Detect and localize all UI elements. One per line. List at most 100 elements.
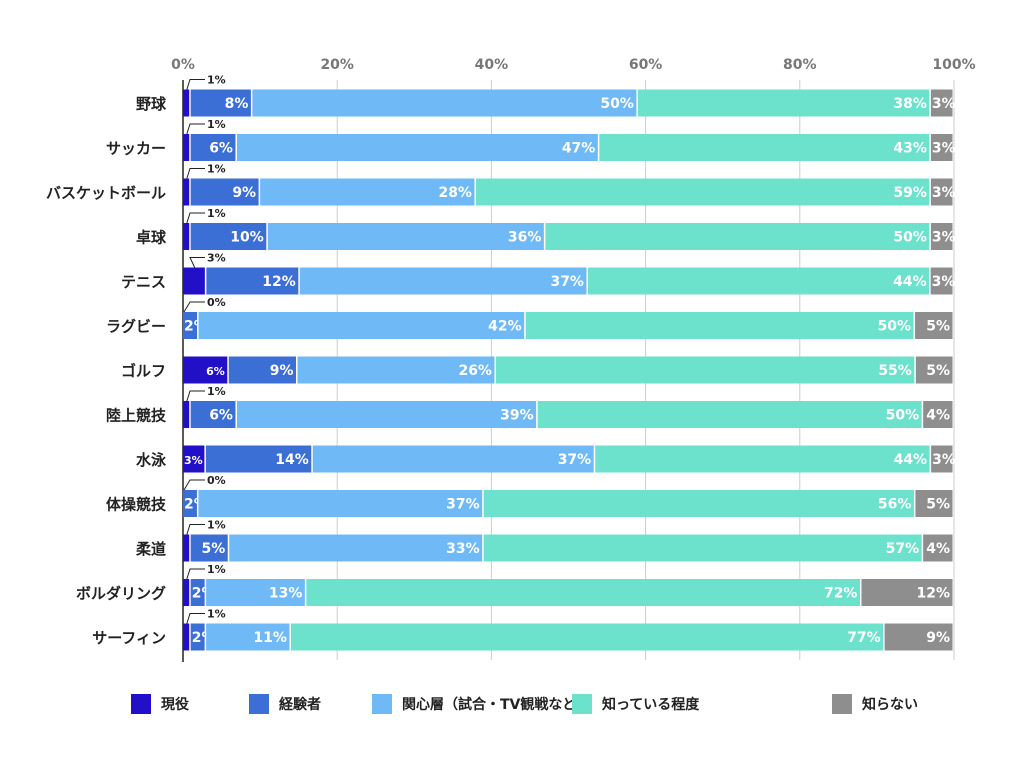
data-label: 3% — [932, 96, 956, 112]
data-label: 37% — [558, 452, 592, 468]
bar-segment — [537, 401, 922, 428]
category-label: 卓球 — [136, 229, 167, 247]
bar-segment — [198, 312, 525, 339]
legend-label: 知っている程度 — [602, 697, 700, 713]
bar-segment — [599, 134, 930, 161]
data-label: 3% — [932, 452, 956, 468]
category-label: 体操競技 — [106, 496, 167, 514]
bar-segment — [930, 134, 953, 161]
bar-segment — [483, 534, 922, 562]
bar-segment — [190, 134, 236, 161]
bar-segment — [190, 579, 205, 606]
data-label: 14% — [275, 452, 309, 468]
bar-segment — [525, 312, 914, 339]
category-label: ゴルフ — [121, 362, 166, 380]
data-label: 59% — [893, 185, 927, 201]
legend-swatch — [372, 694, 392, 714]
data-label: 10% — [230, 230, 264, 246]
category-label: 陸上競技 — [106, 407, 167, 425]
data-label: 50% — [893, 230, 927, 246]
data-label: 26% — [458, 363, 492, 379]
bar-segment — [236, 401, 537, 428]
bar-segment — [236, 134, 598, 161]
data-label: 9% — [270, 363, 294, 379]
data-label: 39% — [500, 408, 534, 424]
callout-line — [186, 613, 205, 624]
bar-segment — [923, 534, 953, 562]
data-label: 5% — [926, 319, 950, 335]
data-label: 3% — [932, 141, 956, 157]
bar-segment — [190, 401, 236, 428]
data-label: 44% — [894, 452, 928, 468]
data-label: 33% — [446, 541, 480, 557]
legend-item: 関心層（試合・TV観戦など） — [372, 694, 590, 714]
bar-segment — [299, 267, 587, 295]
bar-segment — [183, 534, 190, 562]
bar-segment — [183, 178, 190, 206]
bar-segment — [930, 89, 953, 117]
bar-segment — [183, 89, 190, 117]
legend-label: 知らない — [862, 697, 918, 713]
bar-segment — [915, 356, 953, 384]
bar-segment — [495, 356, 915, 384]
bar-segment — [637, 89, 930, 117]
legend-swatch — [249, 694, 269, 714]
bar-segment — [884, 623, 953, 651]
data-label: 57% — [886, 541, 920, 557]
bar-segment — [312, 445, 594, 473]
category-label: テニス — [121, 273, 166, 291]
bar-segment — [587, 267, 930, 295]
data-label: 47% — [562, 141, 596, 157]
data-label: 6% — [209, 141, 233, 157]
callout-line — [189, 257, 205, 268]
data-label: 1% — [207, 74, 226, 87]
category-label: バスケットボール — [46, 184, 166, 202]
data-label: 38% — [893, 96, 927, 112]
bar-segment — [190, 178, 259, 206]
bar-segment — [483, 490, 914, 517]
legend-label: 関心層（試合・TV観戦など） — [402, 697, 591, 713]
category-label: 水泳 — [136, 451, 167, 469]
bar-segment — [545, 223, 930, 250]
bar-segment — [930, 223, 953, 250]
bar-segment — [205, 445, 312, 473]
legend-item: 経験者 — [249, 694, 321, 714]
data-label: 28% — [438, 185, 472, 201]
category-label: サッカー — [106, 140, 166, 158]
callout-line — [186, 390, 205, 402]
category-label: 野球 — [136, 95, 167, 113]
data-label: 5% — [926, 363, 950, 379]
legend-label: 現役 — [161, 697, 189, 713]
bar-segment — [290, 623, 884, 651]
bar-segment — [260, 178, 475, 206]
data-label: 43% — [893, 141, 927, 157]
bar-segment — [229, 534, 483, 562]
bar-segment — [183, 579, 190, 606]
callout-line — [186, 568, 205, 580]
data-label: 11% — [253, 630, 287, 646]
legend-swatch — [131, 694, 151, 714]
bar-segment — [198, 490, 483, 517]
data-label: 0% — [207, 296, 226, 309]
callout-line — [186, 168, 205, 179]
bar-segment — [915, 490, 953, 517]
data-label: 1% — [207, 207, 226, 220]
data-label: 12% — [916, 586, 950, 602]
bar-segment — [861, 579, 953, 606]
bar-segment — [206, 579, 305, 606]
data-label: 12% — [262, 274, 296, 290]
data-label: 72% — [824, 586, 858, 602]
data-label: 50% — [600, 96, 634, 112]
bar-segment — [930, 267, 953, 295]
bar-segment — [190, 534, 228, 562]
callout-line — [183, 301, 205, 313]
bar-segment — [595, 445, 930, 473]
callout-line — [186, 79, 205, 90]
data-label: 4% — [926, 541, 950, 557]
bar-segment — [190, 89, 251, 117]
bar-segment — [931, 445, 953, 473]
callout-line — [186, 212, 205, 224]
x-tick-label: 20% — [320, 57, 354, 73]
bar-segment — [183, 267, 205, 295]
data-label: 44% — [893, 274, 927, 290]
